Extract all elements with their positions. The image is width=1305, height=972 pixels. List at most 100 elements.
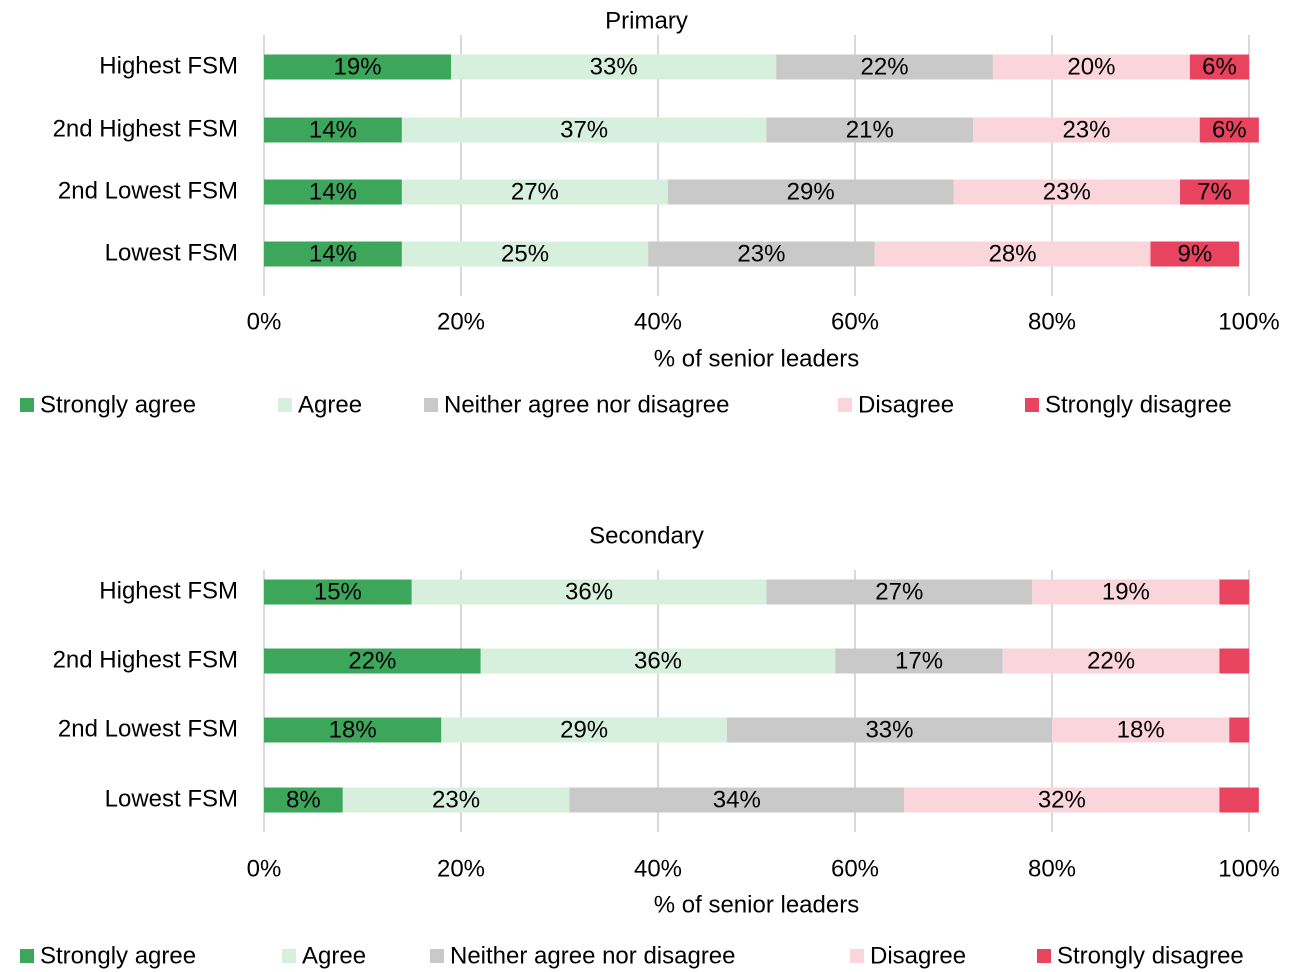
data-label: 9% [1177, 240, 1212, 267]
data-label: 18% [329, 716, 377, 743]
data-label: 7% [1197, 178, 1232, 205]
legend-label: Strongly agree [40, 942, 196, 969]
legend-swatch [838, 398, 852, 412]
data-label: 19% [1102, 578, 1150, 605]
bar-segment [776, 54, 993, 80]
bar-segment [264, 117, 402, 143]
data-label: 6% [1212, 116, 1247, 143]
data-label: 20% [1067, 53, 1115, 80]
legend-swatch [20, 949, 34, 963]
data-label: 29% [560, 716, 608, 743]
data-label: 36% [634, 647, 682, 674]
data-label: 33% [590, 53, 638, 80]
bar-segment [1150, 241, 1240, 267]
bar-segment [401, 117, 767, 143]
data-label: 22% [1087, 647, 1135, 674]
x-tick-label: 60% [831, 855, 879, 882]
legend-swatch [282, 949, 296, 963]
legend-label: Agree [298, 391, 362, 418]
bar-segment [1180, 179, 1249, 205]
bar-segment [726, 717, 1052, 743]
data-label: 37% [560, 116, 608, 143]
data-label: 18% [1117, 716, 1165, 743]
legend-label: Agree [302, 942, 366, 969]
bar-segment [1229, 717, 1249, 743]
legend-label: Disagree [858, 391, 954, 418]
data-label: 34% [713, 786, 761, 813]
bar-segment [569, 787, 905, 813]
bar-segment [1002, 648, 1220, 674]
x-tick-label: 80% [1028, 855, 1076, 882]
data-label: 36% [565, 578, 613, 605]
data-label: 14% [309, 240, 357, 267]
x-tick-label: 20% [437, 308, 485, 335]
legend-label: Strongly agree [40, 391, 196, 418]
x-tick-label: 20% [437, 855, 485, 882]
legend-swatch [850, 949, 864, 963]
data-label: 14% [309, 178, 357, 205]
legend-swatch [424, 398, 438, 412]
data-label: 33% [865, 716, 913, 743]
bar-segment [1052, 717, 1230, 743]
bar-segment [342, 787, 570, 813]
legend-label: Disagree [870, 942, 966, 969]
y-tick-label: Highest FSM [99, 52, 238, 79]
data-label: 22% [861, 53, 909, 80]
legend-swatch [1037, 949, 1051, 963]
x-axis-label: % of senior leaders [654, 891, 859, 918]
x-tick-label: 0% [247, 308, 282, 335]
data-label: 23% [1062, 116, 1110, 143]
y-tick-label: 2nd Lowest FSM [58, 177, 238, 204]
x-tick-label: 60% [831, 308, 879, 335]
x-axis-label: % of senior leaders [654, 345, 859, 372]
data-label: 25% [501, 240, 549, 267]
bar-segment [766, 579, 1033, 605]
data-label: 17% [895, 647, 943, 674]
bar-segment [264, 579, 412, 605]
y-tick-label: Lowest FSM [105, 239, 238, 266]
y-tick-label: 2nd Lowest FSM [58, 715, 238, 742]
bar-segment [264, 717, 442, 743]
bar-segment [766, 117, 974, 143]
bar-segment [264, 179, 402, 205]
x-tick-label: 100% [1218, 855, 1279, 882]
legend-label: Neither agree nor disagree [450, 942, 736, 969]
chart-title: Primary [605, 7, 688, 34]
data-label: 21% [846, 116, 894, 143]
bar-segment [480, 648, 836, 674]
bar-segment [1219, 579, 1249, 605]
data-label: 32% [1038, 786, 1086, 813]
data-label: 8% [286, 786, 321, 813]
legend-label: Strongly disagree [1045, 391, 1232, 418]
bar-segment [1189, 54, 1249, 80]
bar-segment [401, 179, 668, 205]
bar-segment [264, 648, 481, 674]
bar-segment [1219, 648, 1249, 674]
data-label: 6% [1202, 53, 1237, 80]
legend-swatch [20, 398, 34, 412]
bar-segment [1219, 787, 1259, 813]
bar-segment [667, 179, 954, 205]
data-label: 27% [875, 578, 923, 605]
data-label: 23% [432, 786, 480, 813]
bar-segment [411, 579, 767, 605]
data-label: 28% [989, 240, 1037, 267]
x-tick-label: 80% [1028, 308, 1076, 335]
y-tick-label: Highest FSM [99, 577, 238, 604]
chart-title: Secondary [589, 522, 704, 549]
legend-label: Strongly disagree [1057, 942, 1244, 969]
bar-segment [264, 241, 402, 267]
data-label: 14% [309, 116, 357, 143]
y-tick-label: 2nd Highest FSM [53, 646, 238, 673]
bar-segment [953, 179, 1181, 205]
bar-segment [973, 117, 1200, 143]
bar-segment [441, 717, 727, 743]
x-tick-label: 0% [247, 855, 282, 882]
y-tick-label: Lowest FSM [105, 785, 238, 812]
data-label: 23% [1043, 178, 1091, 205]
data-label: 19% [334, 53, 382, 80]
data-label: 29% [787, 178, 835, 205]
x-tick-label: 40% [634, 855, 682, 882]
data-label: 22% [348, 647, 396, 674]
